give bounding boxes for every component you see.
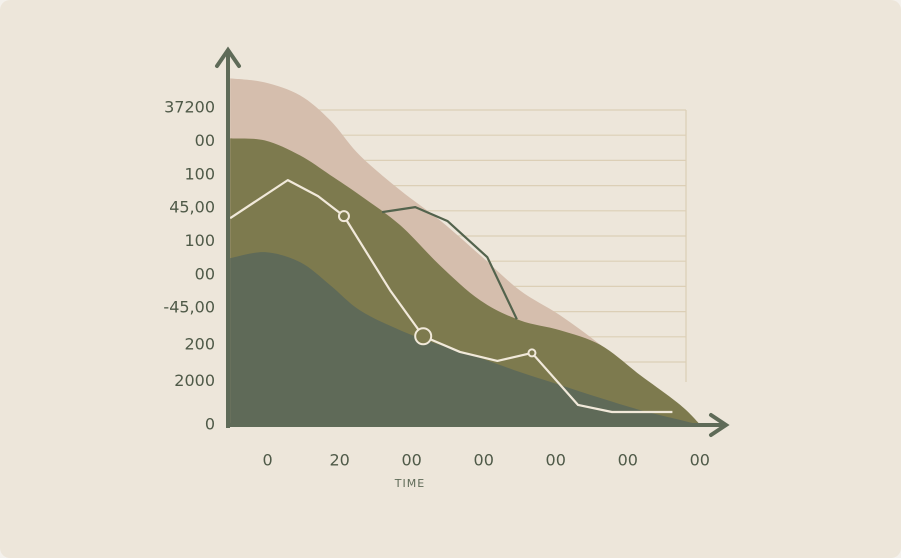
lines bbox=[229, 179, 673, 414]
x-tick-label: 0 bbox=[263, 451, 273, 470]
y-tick-label: 0 bbox=[205, 415, 215, 434]
y-tick-label: 45,00 bbox=[169, 198, 215, 217]
x-tick-label: 00 bbox=[690, 451, 710, 470]
x-tick-label: 00 bbox=[474, 451, 494, 470]
y-tick-label: 2000 bbox=[174, 371, 215, 390]
point-marker bbox=[414, 327, 433, 346]
x-tick-label: 00 bbox=[618, 451, 638, 470]
x-tick-label: 00 bbox=[401, 451, 421, 470]
y-axis-arrow bbox=[215, 46, 241, 68]
area bbox=[230, 252, 701, 425]
x-axis-arrow bbox=[709, 413, 730, 437]
y-tick-label: -45,00 bbox=[163, 298, 215, 317]
y-tick-label: 37200 bbox=[164, 98, 215, 117]
point-marker bbox=[337, 210, 350, 223]
line bbox=[229, 179, 673, 414]
areas bbox=[230, 78, 701, 426]
y-tick-label: 200 bbox=[184, 334, 215, 353]
y-tick-label: 100 bbox=[184, 231, 215, 250]
x-tick-label: 00 bbox=[546, 451, 566, 470]
y-tick-label: 100 bbox=[184, 164, 215, 183]
y-tick-label: 00 bbox=[195, 131, 215, 150]
y-tick-label: 00 bbox=[195, 264, 215, 283]
x-axis-label: TIME bbox=[394, 477, 425, 490]
point-marker bbox=[527, 348, 537, 358]
x-tick-label: 20 bbox=[329, 451, 349, 470]
line bbox=[381, 206, 518, 320]
